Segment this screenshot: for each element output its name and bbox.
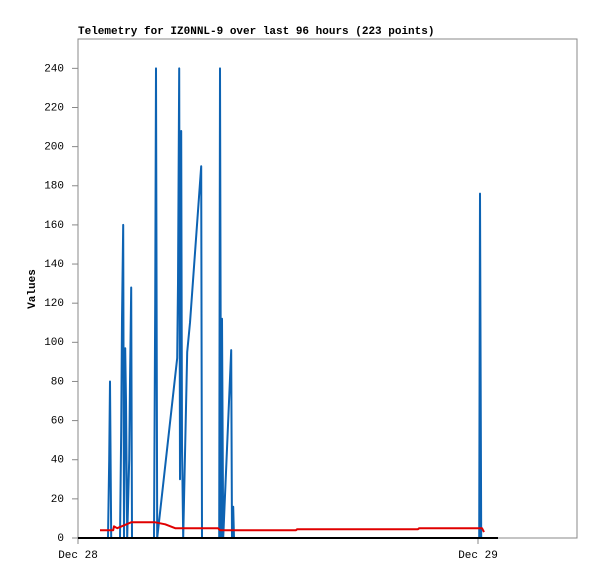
- y-tick-label: 60: [51, 415, 64, 427]
- plot-frame: [77, 38, 578, 539]
- y-tick-label: 40: [51, 455, 64, 467]
- y-tick-label: 180: [44, 181, 64, 193]
- chart-title: Telemetry for IZ0NNL-9 over last 96 hour…: [78, 26, 434, 38]
- x-tick-label: Dec 29: [458, 550, 498, 562]
- x-tick-label: Dec 28: [58, 550, 98, 562]
- y-tick-label: 160: [44, 220, 64, 232]
- y-tick-label: 100: [44, 337, 64, 349]
- y-axis-label: Values: [27, 269, 39, 309]
- y-tick-label: 0: [57, 533, 64, 545]
- y-tick-label: 80: [51, 376, 64, 388]
- y-tick-label: 240: [44, 63, 64, 75]
- y-tick-label: 200: [44, 142, 64, 154]
- y-tick-label: 220: [44, 102, 64, 114]
- y-tick-label: 140: [44, 259, 64, 271]
- y-tick-label: 20: [51, 494, 64, 506]
- y-tick-label: 120: [44, 298, 64, 310]
- series-line: [100, 521, 485, 533]
